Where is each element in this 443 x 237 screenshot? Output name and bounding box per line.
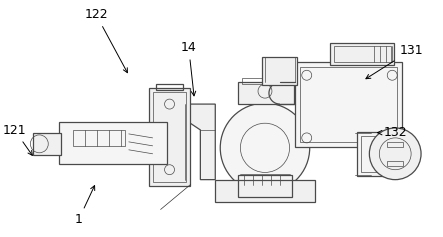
Bar [330,43,394,65]
Bar [361,136,391,172]
Text: 122: 122 [85,8,128,73]
Bar [33,133,61,155]
Bar [295,62,402,147]
Bar [59,122,167,164]
Bar [238,82,294,104]
Text: 1: 1 [75,186,95,226]
Text: 14: 14 [181,41,197,96]
Bar [149,88,190,186]
Circle shape [369,128,421,180]
Bar [73,130,125,146]
Bar [387,142,403,147]
Bar [300,67,397,142]
Bar [358,132,395,176]
Circle shape [220,103,310,193]
Text: 121: 121 [3,124,32,155]
Bar [238,175,292,196]
Bar [155,84,183,90]
Bar [262,57,297,85]
Text: 132: 132 [377,126,408,139]
Bar [242,78,290,84]
Bar [153,92,187,182]
Bar [387,161,403,166]
Text: 131: 131 [366,44,423,79]
Bar [215,180,315,201]
Polygon shape [186,104,215,180]
Bar [334,46,391,62]
